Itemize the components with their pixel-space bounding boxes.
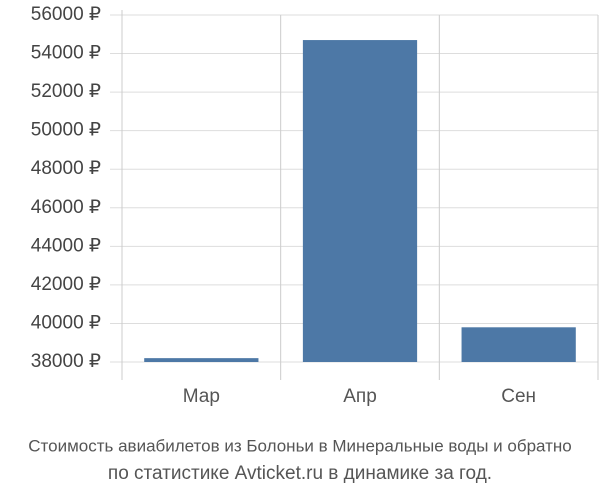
bar [461, 327, 576, 362]
y-tick-label: 52000 ₽ [31, 81, 101, 102]
y-tick-label: 46000 ₽ [31, 197, 101, 218]
y-tick-label: 44000 ₽ [31, 235, 101, 256]
x-tick-label: Сен [501, 386, 536, 407]
y-tick-label: 42000 ₽ [31, 274, 101, 295]
x-tick-label: Апр [343, 386, 377, 407]
chart-title: Стоимость авиабилетов из Болоньи в Минер… [28, 436, 571, 455]
chart-subtitle: по статистике Avticket.ru в динамике за … [108, 463, 492, 484]
y-tick-label: 48000 ₽ [31, 158, 101, 179]
y-tick-label: 40000 ₽ [31, 312, 101, 333]
y-tick-label: 54000 ₽ [31, 43, 101, 64]
x-tick-label: Мар [183, 386, 220, 407]
y-tick-label: 56000 ₽ [31, 4, 101, 25]
bar [302, 40, 418, 363]
bar [144, 358, 259, 362]
y-tick-label: 38000 ₽ [31, 351, 101, 372]
y-tick-label: 50000 ₽ [31, 120, 101, 141]
